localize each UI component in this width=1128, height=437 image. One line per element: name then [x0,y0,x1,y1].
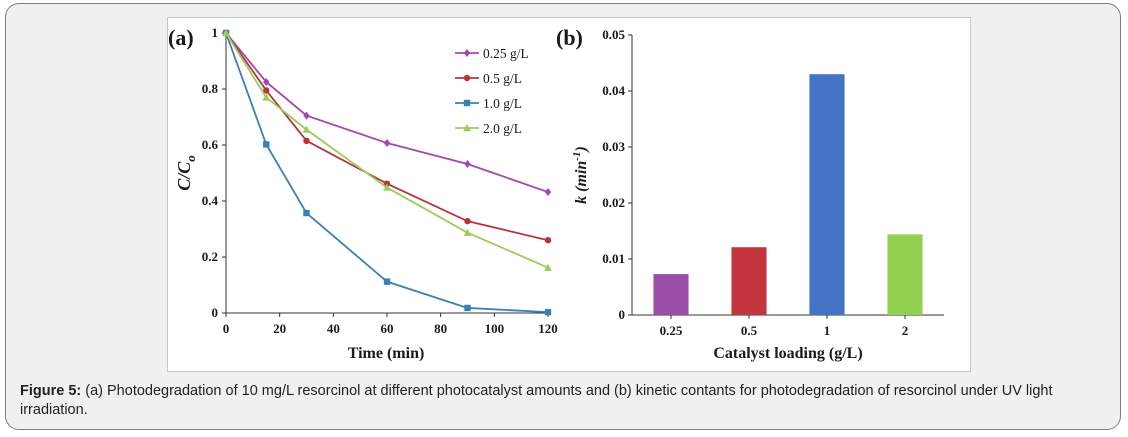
data-point [544,263,552,271]
bar-1 [809,74,845,315]
panel-b-y-tick-label: 0 [619,307,626,322]
data-point [383,183,391,191]
panel-a-y-tick-label: 0 [212,305,219,320]
panel-b-y-tick-label: 0.02 [602,195,625,210]
panel-b-x-tick-label: 0.5 [741,323,758,338]
panel-b-y-tick-label: 0.04 [602,83,625,98]
data-point [263,87,270,94]
series-2-0-g-l [222,29,552,271]
bar-0.5 [731,247,767,315]
panel-b-y-axis-label-main: k (min [573,161,590,204]
data-point [303,209,310,217]
panel-a-line-chart: (a) 0 20 40 60 80 100 120 0 0.2 0.4 0.6 0.8 1 0.25 g… [168,25,558,362]
panel-a-ticks: 0 20 40 60 80 100 120 0 0.2 0.4 0.6 0.8 1 [202,25,558,336]
panel-a-x-tick-label: 0 [223,321,230,336]
caption-text: (a) Photodegradation of 10 mg/L resorcin… [20,383,1053,418]
series-line [225,32,549,193]
data-point [303,137,310,144]
bar-0.25 [653,274,689,315]
data-point [544,308,552,316]
panel-a-x-tick-label: 100 [485,321,505,336]
panel-a-y-tick-label: 0.6 [202,137,219,152]
legend-entry: 1.0 g/L [455,96,522,111]
data-point [383,278,391,285]
data-point [464,217,471,225]
bar-2 [887,234,923,315]
data-point [222,29,230,37]
panel-a-x-tick-label: 60 [381,321,394,336]
panel-a-legend: 0.25 g/L 0.5 g/L 1.0 g/L 2.0 g/L [455,46,529,136]
data-point [544,188,552,197]
data-point [263,78,270,86]
panel-a-y-tick-label: 0.8 [202,81,219,96]
panel-b-x-tick-label: 1 [824,323,831,338]
data-point [383,139,391,148]
data-point [463,228,472,236]
panel-b-x-tick-label: 0.25 [660,323,683,338]
panel-b-x-tick-label: 2 [902,323,909,338]
data-point [464,160,471,169]
data-point [302,125,311,133]
series-line [225,32,549,242]
panel-b-x-axis-label: Catalyst loading (g/L) [713,345,862,362]
data-point [303,111,310,120]
panel-b-y-axis-label: k (min-1) [571,146,590,204]
caption-label: Figure 5: [20,383,82,399]
legend-entry: 2.0 g/L [455,121,522,136]
panel-a-y-tick-label: 0.4 [202,193,219,208]
figure-caption: Figure 5: (a) Photodegradation of 10 mg/… [20,382,1110,420]
panel-a-y-axis-label-main: C/C [174,161,194,191]
legend-marker [463,99,471,107]
panel-b-y-axis-label-close: ) [573,146,590,153]
legend-marker [463,74,471,82]
panel-b-y-tick-label: 0.01 [602,251,625,266]
series-line [225,32,549,269]
panel-a-y-axis-label: C/Co [174,155,198,191]
panel-b-bars-group [653,74,923,315]
legend-entry: 0.5 g/L [455,71,522,86]
panel-a-y-tick-label: 1 [212,25,219,40]
panel-b-y-tick-label: 0.03 [602,139,625,154]
legend-entry: 0.25 g/L [455,46,529,61]
data-point [464,304,471,312]
panel-a-y-axis-label-sub: o [183,155,198,162]
legend-label: 0.5 g/L [483,71,522,86]
legend-label: 1.0 g/L [483,96,522,111]
data-point [263,141,270,148]
panel-a-x-axis-label: Time (min) [348,345,425,362]
data-point [262,93,271,101]
series-line [225,32,549,314]
panel-a-x-tick-label: 80 [434,321,447,336]
data-point [544,237,552,244]
panel-a-x-tick-label: 40 [327,321,340,336]
panel-a-series-group [222,29,552,316]
series-0-5-g-l [222,29,552,244]
panel-b-ticks: 0 0.01 0.02 0.03 0.04 0.05 0.25 0.5 1 2 [602,27,908,338]
panel-b-y-tick-label: 0.05 [602,27,625,42]
series-0-25-g-l [222,29,552,197]
legend-label: 0.25 g/L [483,46,529,61]
panel-a-x-tick-label: 20 [273,321,286,336]
panel-a-y-tick-label: 0.2 [202,249,218,264]
panel-b-label: (b) [556,25,583,50]
panel-b-y-axis-label-sup: -1 [571,152,583,161]
panel-b-bar-chart: (b) 0 0.01 0.02 0.03 0.04 0.05 0.25 0.5 1 2 Catal… [556,25,944,362]
panel-a-x-tick-label: 120 [538,321,558,336]
panel-a-label: (a) [168,25,194,50]
legend-marker [463,49,471,57]
legend-label: 2.0 g/L [483,121,522,136]
legend-marker [463,124,471,132]
